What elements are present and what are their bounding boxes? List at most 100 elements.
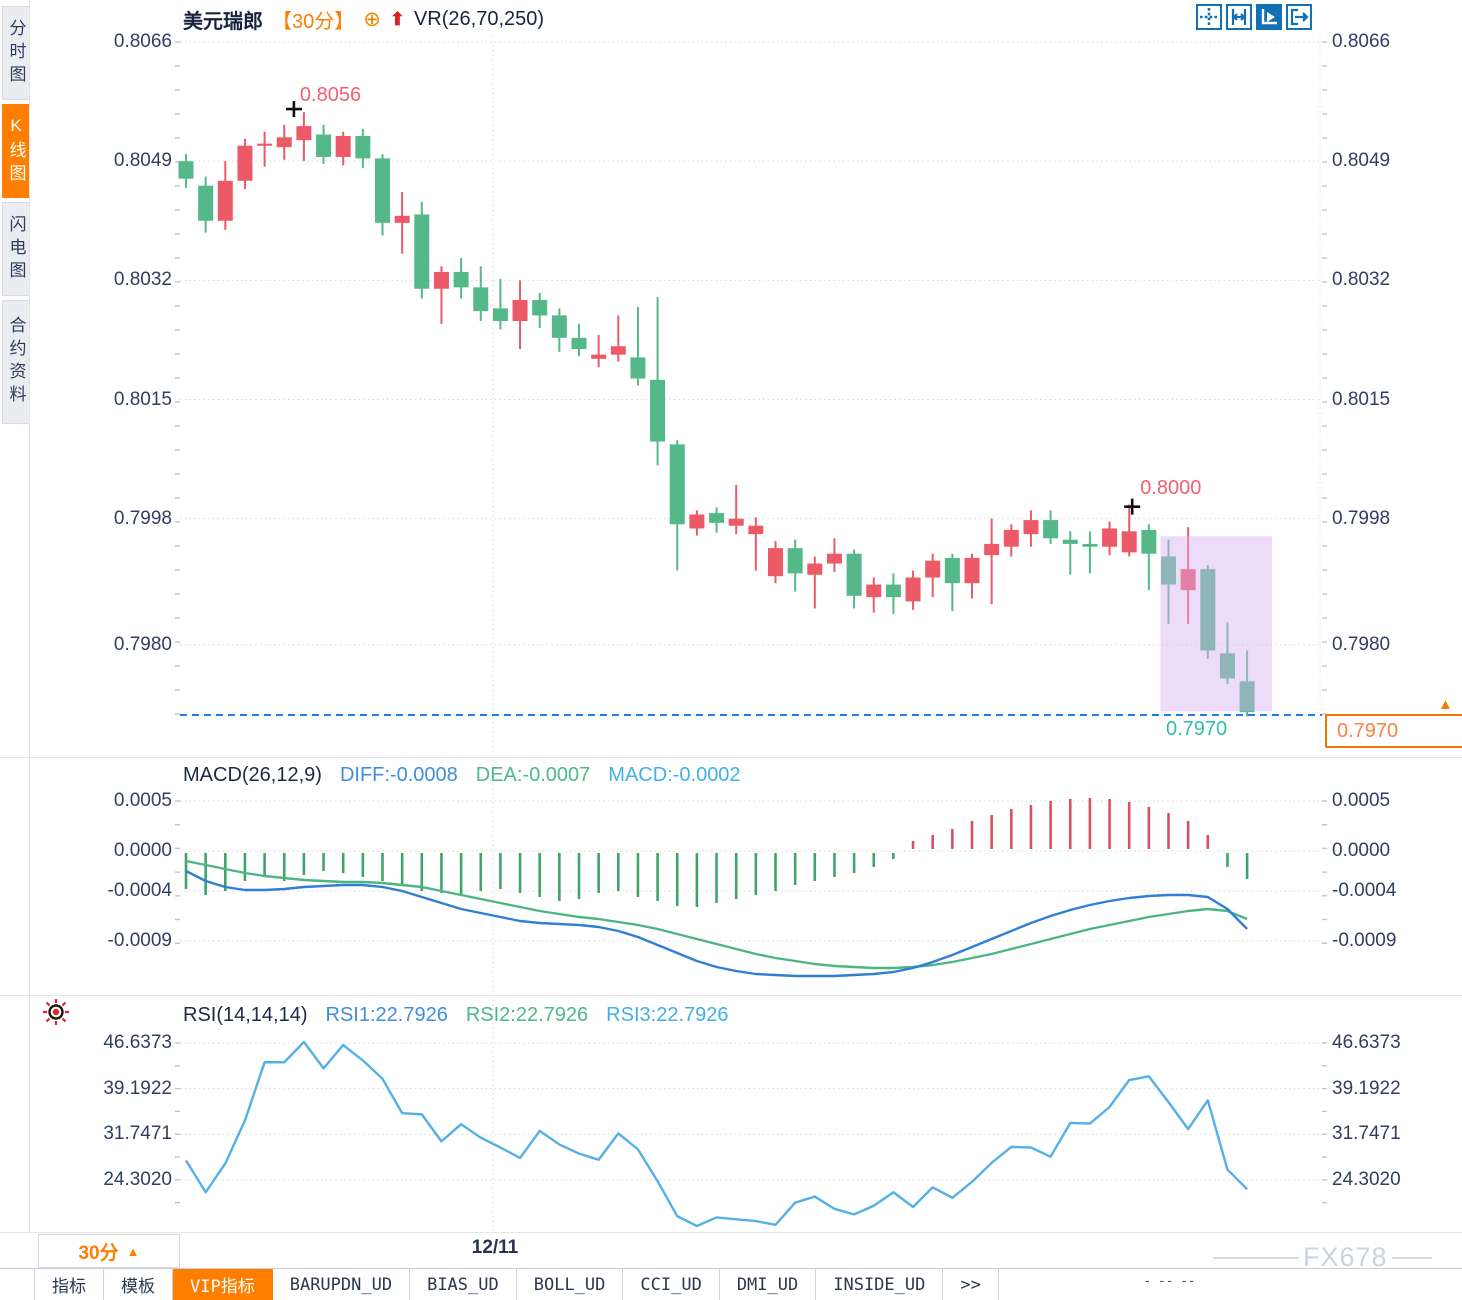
axis-label: 0.8066 [113, 31, 172, 52]
candle [1003, 524, 1019, 557]
candle [571, 323, 587, 357]
candle [257, 131, 273, 167]
axis-label: 0.8066 [1332, 31, 1391, 52]
tab-bias[interactable]: BIAS_UD [410, 1269, 517, 1300]
axis-label: 0.0000 [1332, 840, 1391, 861]
rsi-header: RSI(14,14,14) RSI1:22.7926 RSI2:22.7926 … [183, 1004, 729, 1027]
axis-label: 39.1922 [1332, 1077, 1401, 1099]
macd-diff-value: DIFF:-0.0008 [339, 764, 458, 786]
candle [787, 539, 803, 592]
tab-dmi[interactable]: DMI_UD [720, 1269, 817, 1300]
candle [551, 308, 567, 352]
candle [355, 128, 371, 169]
exit-right-icon[interactable] [1286, 4, 1312, 30]
candle [453, 257, 469, 299]
candle [610, 315, 626, 362]
crosshair-marker [1124, 498, 1141, 515]
symbol-title: 美元瑞郎 [183, 11, 263, 33]
candle [492, 278, 508, 330]
axis-label: 0.7998 [1332, 507, 1391, 529]
vr-indicator-label: VR(26,70,250) [413, 8, 545, 30]
axis-label: 0.7980 [113, 633, 172, 655]
candle [964, 553, 980, 599]
current-price-label: 0.7970 [1166, 717, 1228, 740]
axis-label: 39.1922 [103, 1077, 172, 1099]
local-peak-label: 0.8000 [1140, 476, 1202, 499]
candle [276, 124, 292, 160]
candle [1062, 531, 1078, 575]
candle [414, 201, 430, 299]
tab-boll[interactable]: BOLL_UD [517, 1269, 624, 1300]
rsi2-value: RSI2:22.7926 [465, 1004, 589, 1026]
tab-indicator[interactable]: 指标 [34, 1269, 104, 1300]
candle [650, 297, 666, 466]
tab-barupdn[interactable]: BARUPDN_UD [273, 1269, 411, 1300]
sidebar-item-contract-info[interactable]: 合约资料 [2, 300, 30, 424]
candle [1082, 531, 1098, 574]
swing-high-label: 0.8056 [299, 84, 362, 107]
candle [826, 538, 842, 572]
period-selector-label: 30分 [78, 1242, 119, 1264]
axis-label: 31.7471 [1332, 1123, 1401, 1145]
partial-tab-text: - -- -- [1145, 1272, 1198, 1288]
axis-label: 31.7471 [103, 1123, 172, 1145]
axis-label: -0.0004 [107, 880, 172, 901]
macd-title: MACD(26,12,9) [183, 764, 322, 786]
diff-line [185, 869, 1248, 978]
sidebar-item-kline[interactable]: K线图 [2, 104, 30, 198]
axis-ticks [175, 41, 1327, 1204]
crosshair-icon[interactable] [1196, 4, 1222, 30]
candle [394, 192, 410, 254]
axis-label: 0.8032 [113, 269, 172, 291]
period-selector[interactable]: 30分 ▲ [38, 1234, 180, 1268]
candle [807, 556, 823, 609]
x-axis-date-label: 12/11 [471, 1237, 519, 1258]
tab-more[interactable]: >> [943, 1269, 999, 1300]
axis-label: 0.7998 [113, 507, 172, 529]
price-box-arrow-icon: ▲ [1438, 696, 1453, 713]
axis-play-icon[interactable] [1256, 4, 1282, 30]
candle [296, 112, 312, 162]
sidebar-item-flash[interactable]: 闪电图 [2, 202, 30, 296]
candle [1161, 539, 1176, 624]
current-price-box: 0.7970 [1325, 714, 1462, 748]
tab-template[interactable]: 模板 [104, 1269, 173, 1300]
candle [689, 510, 705, 536]
chart-header: 美元瑞郎 【30分】 ⊕ ⬆ VR(26,70,250) [183, 5, 544, 34]
axis-label: 46.6373 [1332, 1032, 1401, 1053]
candle [1180, 527, 1196, 624]
sidebar-item-timeline[interactable]: 分时图 [2, 6, 30, 100]
axis-label: 0.8049 [113, 150, 172, 172]
tab-vip-indicator[interactable]: VIP指标 [173, 1269, 273, 1300]
candle [178, 154, 194, 188]
candle [1200, 564, 1216, 659]
axis-label: 0.8015 [113, 388, 172, 410]
period-badge[interactable]: 【30分】 [272, 11, 355, 33]
candle [591, 335, 607, 368]
candle [335, 131, 351, 166]
macd-macd-value: MACD:-0.0002 [608, 764, 741, 786]
axis-label: -0.0004 [1332, 880, 1397, 901]
watermark-line [1391, 1256, 1432, 1259]
candle [532, 292, 548, 329]
sidebar-border [29, 0, 30, 1232]
rsi-title: RSI(14,14,14) [183, 1004, 308, 1026]
candle [433, 266, 449, 324]
candle [925, 553, 941, 598]
rsi3-value: RSI3:22.7926 [606, 1004, 729, 1026]
tab-cci[interactable]: CCI_UD [623, 1269, 720, 1300]
bottom-bar: 30分 ▲ 12/11 [0, 1233, 1462, 1268]
axis-label: 0.8049 [1332, 150, 1391, 172]
sun-indicator-icon[interactable] [42, 998, 70, 1031]
zoom-circle-icon[interactable]: ⊕ [363, 8, 381, 31]
candle [984, 518, 1000, 605]
axis-scale-icon[interactable] [1226, 4, 1252, 30]
rsi1-value: RSI1:22.7926 [325, 1004, 448, 1026]
axis-label: -0.0009 [1332, 930, 1397, 951]
tab-inside[interactable]: INSIDE_UD [816, 1269, 944, 1300]
candle [512, 280, 528, 350]
gridlines [180, 36, 1322, 1232]
macd-dea-value: DEA:-0.0007 [475, 764, 591, 786]
candle [1023, 510, 1039, 547]
candle [316, 124, 332, 164]
